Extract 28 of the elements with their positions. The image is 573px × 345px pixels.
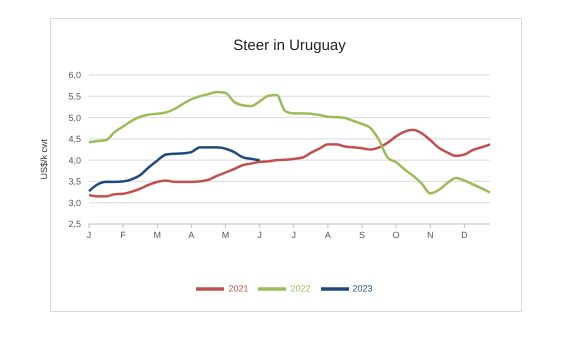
line-series: [88, 90, 492, 195]
x-tick-label: N: [427, 230, 434, 240]
legend-label: 2023: [352, 283, 373, 294]
x-tick-label: J: [257, 230, 262, 240]
y-tick-label: 2,5: [68, 219, 81, 230]
y-axis-title: US$/k cwt: [39, 138, 50, 180]
y-tick-label: 4,0: [68, 155, 81, 166]
x-tick-label: M: [222, 230, 230, 240]
y-tick-label: 6,0: [68, 70, 81, 80]
y-tick-label: 3,0: [68, 198, 81, 208]
y-tick-label: 5,5: [68, 91, 81, 102]
legend-label: 2021: [228, 283, 248, 294]
x-tick-label: F: [120, 230, 126, 240]
line-series: [88, 128, 492, 198]
x-tick-label: J: [292, 230, 296, 240]
x-tick-label: M: [154, 230, 162, 240]
line-series: [88, 146, 261, 192]
x-tick-label: J: [86, 230, 92, 240]
x-tick-label: A: [188, 230, 194, 240]
y-tick-label: 5,0: [68, 112, 81, 123]
y-tick-label: 4,5: [68, 134, 81, 144]
x-tick-label: D: [461, 230, 468, 240]
legend-label: 2022: [290, 283, 311, 294]
y-tick-label: 3,5: [68, 176, 81, 187]
x-tick-label: A: [324, 230, 331, 240]
x-tick-label: O: [392, 230, 400, 240]
chart-title: Steer in Uruguay: [232, 37, 347, 54]
x-tick-label: S: [359, 230, 366, 240]
